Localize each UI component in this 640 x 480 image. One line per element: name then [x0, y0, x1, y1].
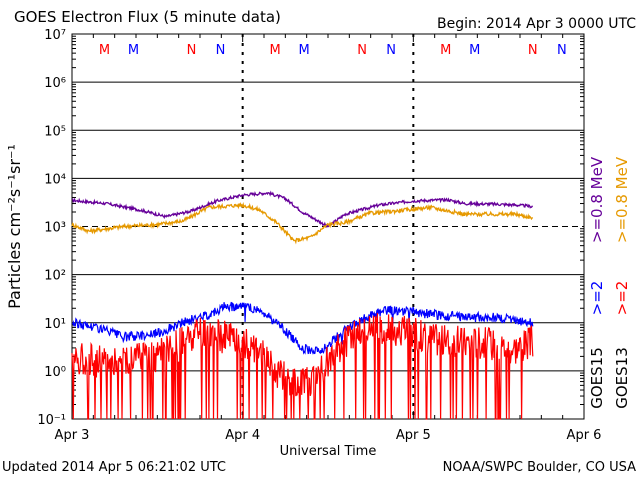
y-tick-label: 10⁶: [44, 76, 66, 91]
series-line-goes15-2-mev: [71, 301, 534, 358]
magnetic-marker: N: [528, 43, 538, 58]
series-line-goes13-0-8-mev: [71, 201, 534, 245]
magnetic-marker: N: [187, 43, 197, 58]
x-axis-label: Universal Time: [280, 444, 377, 459]
y-tick-label: 10⁰: [44, 365, 66, 380]
source-credit: NOAA/SWPC Boulder, CO USA: [442, 460, 636, 475]
magnetic-marker: M: [269, 43, 280, 58]
y-tick-label: 10⁻¹: [37, 413, 66, 428]
satellite-label-goes15: GOES15: [588, 347, 606, 409]
series-line-goes13-2-mev: [71, 312, 534, 420]
energy-label-goes15-08: >=0.8 MeV: [588, 156, 606, 243]
energy-label-goes13-2: >=2: [613, 281, 631, 316]
magnetic-marker: N: [557, 43, 567, 58]
series-line-goes15-0-8-mev: [72, 190, 533, 229]
y-tick-label: 10²: [44, 269, 66, 284]
y-axis-label: Particles cm⁻²s⁻¹sr⁻¹: [5, 144, 24, 309]
magnetic-marker: M: [99, 43, 110, 58]
y-tick-label: 10⁴: [44, 172, 66, 187]
x-tick-label: Apr 3: [55, 428, 90, 443]
magnetic-marker: N: [216, 43, 226, 58]
y-tick-label: 10¹: [44, 317, 66, 332]
chart-title: GOES Electron Flux (5 minute data): [14, 8, 281, 26]
x-tick-label: Apr 6: [567, 428, 602, 443]
begin-label: Begin: 2014 Apr 3 0000 UTC: [437, 16, 636, 32]
updated-timestamp: Updated 2014 Apr 5 06:21:02 UTC: [2, 460, 226, 475]
y-tick-label: 10⁵: [44, 124, 66, 139]
x-tick-label: Apr 4: [225, 428, 260, 443]
magnetic-marker: M: [298, 43, 309, 58]
magnetic-marker: N: [357, 43, 367, 58]
magnetic-marker: M: [440, 43, 451, 58]
x-tick-label: Apr 5: [396, 428, 431, 443]
magnetic-marker: M: [469, 43, 480, 58]
magnetic-marker: M: [128, 43, 139, 58]
energy-label-goes15-2: >=2: [588, 281, 606, 316]
satellite-label-goes13: GOES13: [613, 347, 631, 409]
y-tick-label: 10³: [44, 221, 66, 236]
energy-label-goes13-08: >=0.8 MeV: [613, 156, 631, 243]
y-tick-label: 10⁷: [44, 28, 66, 43]
magnetic-marker: N: [386, 43, 396, 58]
